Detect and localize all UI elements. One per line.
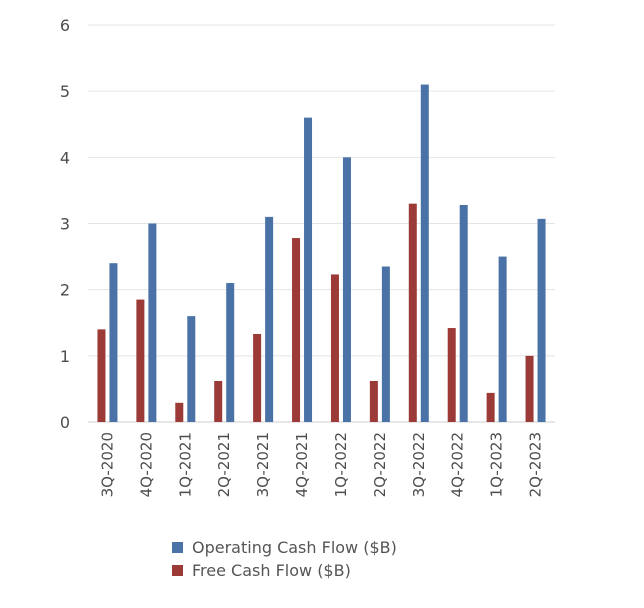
y-tick-label: 3: [60, 215, 70, 234]
x-tick-label: 3Q-2020: [98, 432, 116, 497]
bar-free-cash-flow: [97, 329, 106, 422]
y-tick-label: 2: [60, 281, 70, 300]
bar-operating-cash-flow: [226, 283, 235, 422]
bar-operating-cash-flow: [498, 256, 507, 422]
y-tick-label: 1: [60, 347, 70, 366]
y-tick-label: 0: [60, 413, 70, 432]
x-tick-label: 3Q-2021: [254, 432, 272, 497]
legend-label: Free Cash Flow ($B): [192, 561, 351, 580]
bar-free-cash-flow: [214, 380, 223, 422]
bar-free-cash-flow: [330, 274, 339, 422]
bar-free-cash-flow: [369, 380, 378, 422]
bar-operating-cash-flow: [265, 216, 274, 422]
bar-operating-cash-flow: [381, 266, 390, 422]
bar-free-cash-flow: [447, 328, 456, 422]
x-tick-label: 2Q-2021: [215, 432, 233, 497]
y-tick-label: 6: [60, 16, 70, 35]
x-tick-label: 1Q-2021: [176, 432, 194, 497]
x-tick-label: 4Q-2020: [137, 432, 155, 497]
bar-free-cash-flow: [408, 203, 417, 422]
legend-swatch: [172, 542, 183, 553]
bar-free-cash-flow: [253, 333, 262, 422]
bar-free-cash-flow: [525, 355, 534, 422]
bar-free-cash-flow: [175, 402, 184, 422]
bar-operating-cash-flow: [187, 316, 196, 422]
bar-free-cash-flow: [486, 392, 495, 422]
bar-operating-cash-flow: [537, 218, 546, 422]
legend-label: Operating Cash Flow ($B): [192, 538, 397, 557]
x-tick-label: 2Q-2022: [371, 432, 389, 497]
bar-operating-cash-flow: [304, 117, 313, 422]
y-tick-label: 4: [60, 148, 70, 167]
x-tick-label: 1Q-2022: [332, 432, 350, 497]
x-tick-label: 4Q-2022: [449, 432, 467, 497]
bar-operating-cash-flow: [459, 204, 468, 422]
bar-free-cash-flow: [136, 299, 145, 422]
bar-operating-cash-flow: [342, 157, 351, 423]
x-tick-label: 3Q-2022: [410, 432, 428, 497]
legend-swatch: [172, 565, 183, 576]
bar-operating-cash-flow: [420, 84, 429, 423]
x-tick-label: 1Q-2023: [488, 432, 506, 497]
bar-free-cash-flow: [292, 238, 301, 422]
x-tick-label: 2Q-2023: [527, 432, 545, 497]
x-tick-label: 4Q-2021: [293, 432, 311, 497]
y-tick-label: 5: [60, 82, 70, 101]
bar-operating-cash-flow: [109, 263, 118, 422]
bar-operating-cash-flow: [148, 223, 157, 422]
